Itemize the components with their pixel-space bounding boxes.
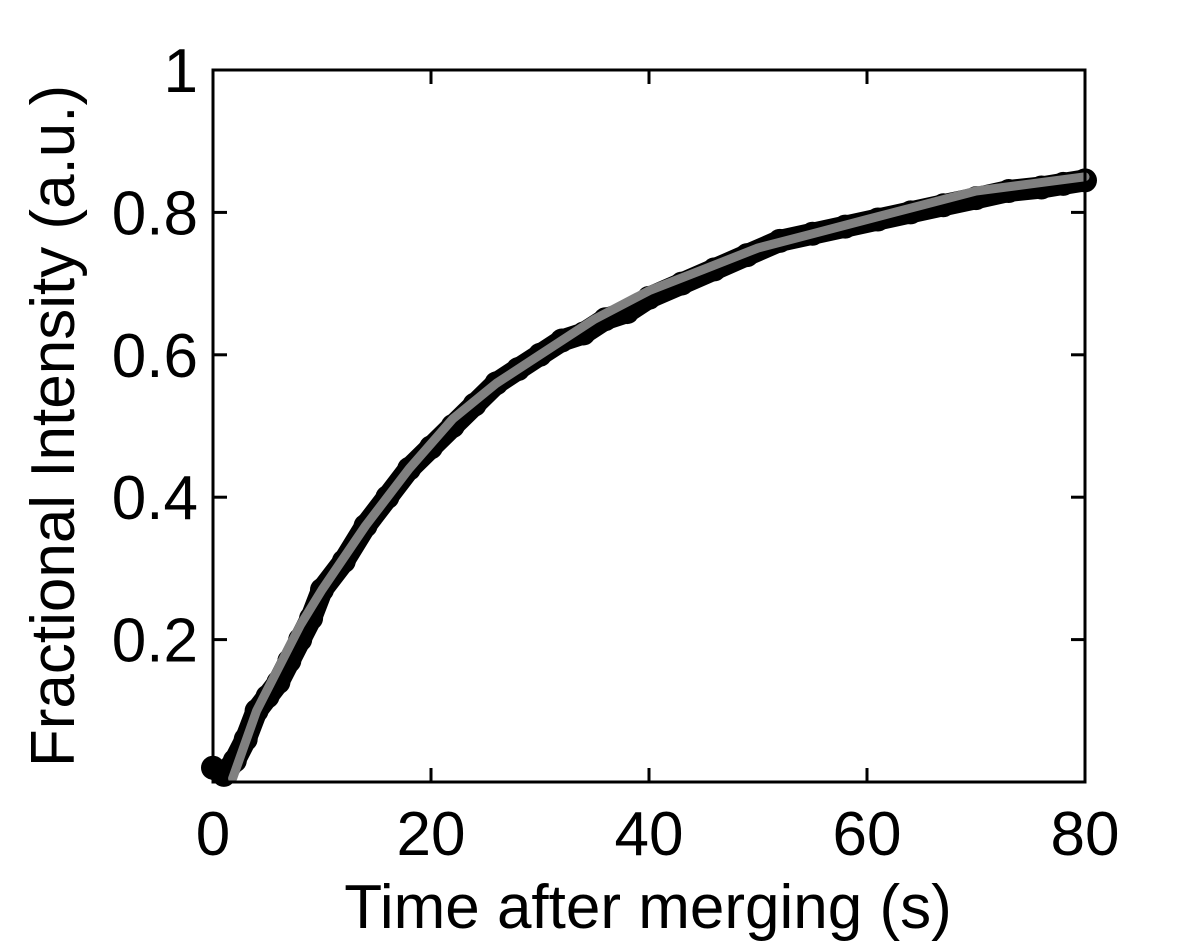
- y-tick-label: 0.6: [112, 322, 198, 391]
- tick-marks: [211, 68, 1087, 782]
- x-tick-labels: 0 20 40 60 80: [196, 800, 1120, 869]
- y-tick-label: 1: [164, 37, 198, 106]
- plot-frame: [211, 68, 1087, 784]
- fit-curve: [228, 172, 1090, 783]
- y-axis-title: Fractional Intensity (a.u.): [19, 85, 88, 767]
- x-tick-label: 80: [1051, 800, 1120, 869]
- y-tick-label: 0.8: [112, 179, 198, 248]
- x-tick-label: 60: [833, 800, 902, 869]
- x-tick-label: 0: [196, 800, 230, 869]
- y-tick-label: 0.4: [112, 464, 198, 533]
- data-points-band: [202, 169, 1096, 786]
- x-axis-title: Time after merging (s): [344, 873, 952, 942]
- x-tick-label: 20: [397, 800, 466, 869]
- y-tick-labels: 0.2 0.4 0.6 0.8 1: [112, 37, 198, 676]
- y-tick-label: 0.2: [112, 607, 198, 676]
- plot-data-layer: [201, 168, 1097, 787]
- x-tick-label: 40: [615, 800, 684, 869]
